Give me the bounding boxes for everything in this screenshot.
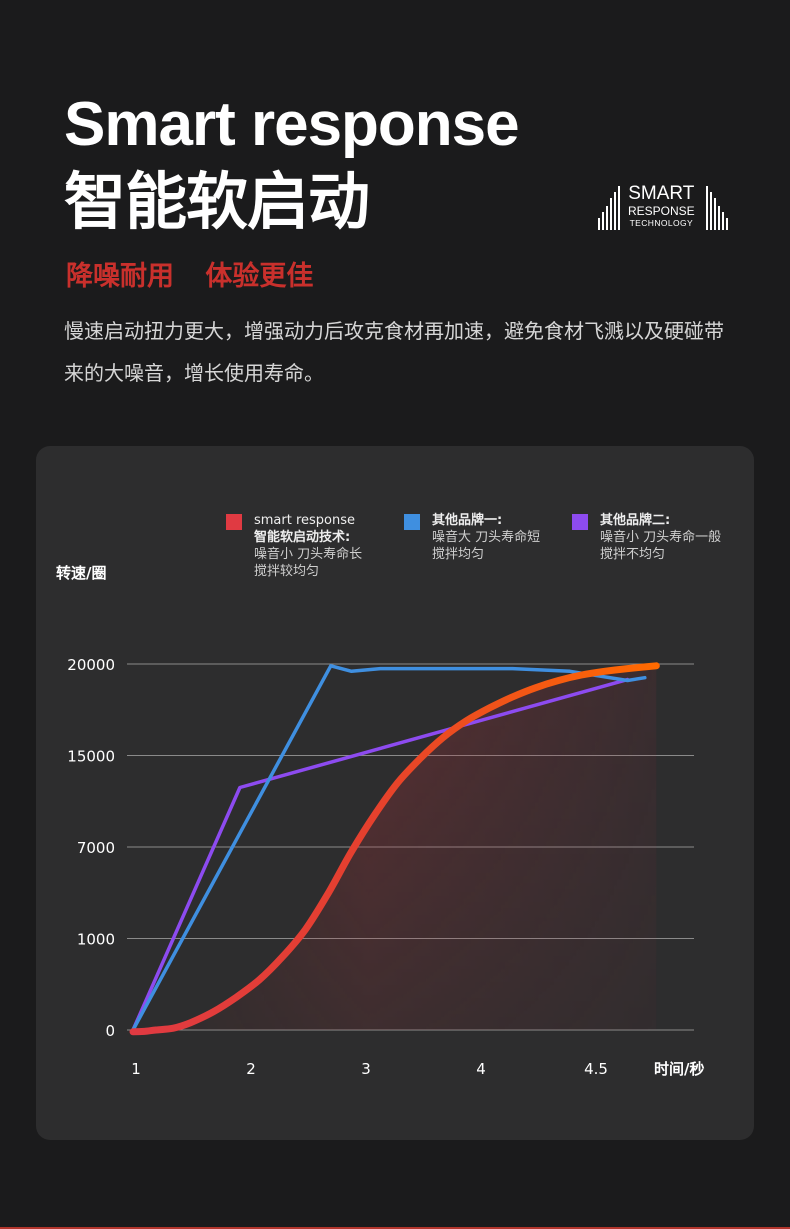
bottom-accent-line: [0, 1227, 790, 1229]
title-cn: 智能软启动: [64, 168, 370, 237]
chart-panel: smart response 智能软启动技术: 噪音小 刀头寿命长 搅拌较均匀 …: [36, 446, 754, 1140]
y-tick-label: 15000: [67, 748, 115, 766]
legend-brand-two: 其他品牌二: 噪音小 刀头寿命一般 搅拌不均匀: [572, 512, 752, 563]
logo-line3: TECHNOLOGY: [629, 218, 694, 228]
x-tick-label: 4.5: [584, 1060, 608, 1078]
subheadline: 降噪耐用 体验更佳: [66, 254, 335, 293]
line-chart: 转速/圈 时间/秒 0 1000 7000 15000 20000 1 2 3 4 4.5: [56, 564, 704, 1078]
smart-response-logo-bars: [598, 186, 728, 230]
description: 慢速启动扭力更大，增强动力后攻克食材再加速，避免食材飞溅以及硬碰带来的大噪音，增…: [64, 319, 724, 385]
smart-response-logo-text: SMART RESPONSE TECHNOLOGY: [628, 184, 695, 228]
legend-brand-one-desc1: 噪音大 刀头寿命短: [432, 530, 541, 545]
title-en: Smart response: [64, 90, 520, 159]
x-axis-title: 时间/秒: [654, 1060, 704, 1078]
smart-response-area: [133, 665, 657, 1032]
logo-line1: SMART: [628, 183, 695, 204]
legend-brand-one-title: 其他品牌一:: [432, 513, 503, 528]
y-tick-label: 1000: [77, 931, 115, 949]
x-tick-label: 1: [131, 1060, 141, 1078]
legend-smart-response: smart response 智能软启动技术: 噪音小 刀头寿命长 搅拌较均匀: [226, 512, 396, 580]
x-tick-label: 4: [476, 1060, 486, 1078]
subhead-part-1: 降噪耐用: [66, 261, 174, 292]
legend-swatch-brand-two: [572, 514, 588, 530]
legend-brand-two-desc2: 搅拌不均匀: [600, 547, 666, 562]
legend-brand-one: 其他品牌一: 噪音大 刀头寿命短 搅拌均匀: [404, 512, 574, 563]
y-tick-label: 20000: [67, 656, 115, 674]
legend-swatch-brand-one: [404, 514, 420, 530]
legend-brand-one-desc2: 搅拌均匀: [432, 547, 485, 562]
legend-smart-desc2: 搅拌较均匀: [254, 564, 320, 579]
legend-brand-two-title: 其他品牌二:: [600, 513, 671, 528]
legend-swatch-smart: [226, 514, 242, 530]
headline: Smart response 智能软启动: [64, 86, 520, 242]
logo-line2: RESPONSE: [628, 204, 695, 218]
series-line-brand-two: [131, 677, 630, 1032]
legend-smart-title: smart response: [254, 513, 356, 528]
x-tick-label: 3: [361, 1060, 371, 1078]
legend-smart-desc1: 噪音小 刀头寿命长: [254, 547, 363, 562]
y-tick-label: 0: [105, 1022, 115, 1040]
y-tick-label: 7000: [77, 839, 115, 857]
series-line-brand-one: [131, 664, 647, 1032]
legend-brand-two-desc1: 噪音小 刀头寿命一般: [600, 530, 722, 545]
x-tick-label: 2: [246, 1060, 256, 1078]
y-axis-title: 转速/圈: [56, 564, 106, 582]
series-line-smart-response: [129, 662, 660, 1036]
subhead-part-2: 体验更佳: [205, 261, 314, 292]
legend-smart-bold: 智能软启动技术:: [254, 530, 351, 545]
